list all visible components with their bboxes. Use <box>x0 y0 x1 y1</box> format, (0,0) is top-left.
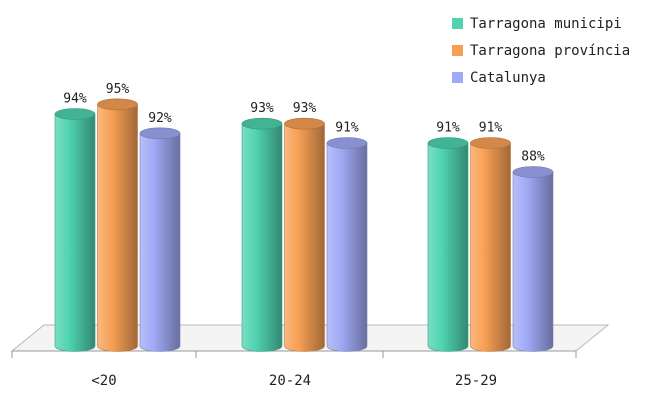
bar-top-2-1 <box>470 137 511 149</box>
bars-group <box>54 98 554 352</box>
bar-body-0-2 <box>139 133 181 352</box>
legend-item-series-0: Tarragona municipi <box>452 10 630 37</box>
legend-label-0: Tarragona municipi <box>470 15 622 32</box>
data-label-2-0: 91% <box>436 121 460 136</box>
bar-top-1-2 <box>326 137 368 149</box>
bar-2-0 <box>427 137 469 352</box>
bar-1-2 <box>326 137 368 352</box>
data-label-1-1: 93% <box>293 101 317 116</box>
legend-swatch-1 <box>452 45 463 56</box>
legend-swatch-0 <box>452 18 463 29</box>
legend-label-2: Catalunya <box>470 69 546 86</box>
legend: Tarragona municipi Tarragona província C… <box>452 10 630 91</box>
bar-body-2-1 <box>470 142 511 352</box>
bar-top-2-0 <box>427 137 469 149</box>
legend-swatch-2 <box>452 72 463 83</box>
bar-1-1 <box>284 117 325 352</box>
legend-item-series-1: Tarragona província <box>452 37 630 64</box>
bar-2-2 <box>512 166 554 352</box>
bar-top-1-0 <box>241 117 283 130</box>
bar-body-1-0 <box>241 123 283 352</box>
bar-top-0-0 <box>54 108 96 120</box>
bar-0-1 <box>97 98 138 352</box>
bar-body-2-2 <box>512 171 554 352</box>
data-label-0-0: 94% <box>63 92 87 107</box>
bar-0-2 <box>139 127 181 352</box>
bar-body-2-0 <box>427 142 469 352</box>
data-label-1-2: 91% <box>335 121 359 136</box>
x-category-label-2: 25-29 <box>455 373 497 389</box>
x-category-label-0: <20 <box>91 373 116 389</box>
x-category-label-1: 20-24 <box>269 373 311 389</box>
bar-top-2-2 <box>512 166 554 178</box>
data-label-2-1: 91% <box>479 121 503 136</box>
data-label-1-0: 93% <box>250 101 274 116</box>
data-label-0-1: 95% <box>106 82 130 97</box>
bar-body-1-1 <box>284 123 325 352</box>
data-label-0-2: 92% <box>148 111 172 126</box>
bar-body-0-1 <box>97 104 138 352</box>
data-label-2-2: 88% <box>521 150 545 165</box>
legend-item-series-2: Catalunya <box>452 64 630 91</box>
legend-label-1: Tarragona província <box>470 42 631 59</box>
data-labels-group: 94% 95% 92% 93% 93% 91% 91% 91% 88% <box>63 82 545 165</box>
bar-2-1 <box>470 137 511 352</box>
x-axis: <20 20-24 25-29 <box>11 351 577 389</box>
bar-body-0-0 <box>54 113 96 352</box>
bar-top-1-1 <box>284 117 325 130</box>
bar-body-1-2 <box>326 142 368 352</box>
bar-0-0 <box>54 108 96 352</box>
bar-top-0-2 <box>139 127 181 140</box>
bar-1-0 <box>241 117 283 352</box>
bar-top-0-1 <box>97 98 138 111</box>
